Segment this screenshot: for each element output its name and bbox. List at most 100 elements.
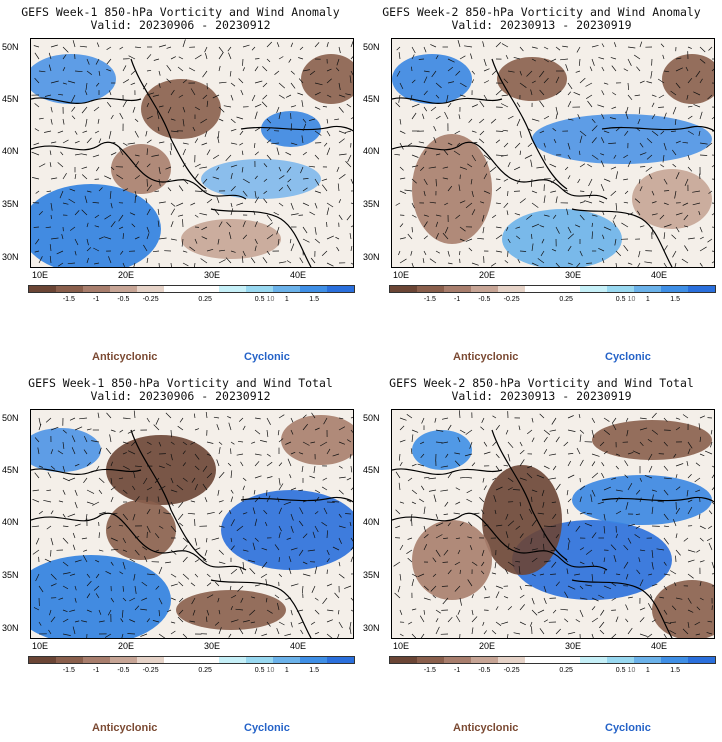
wind-vector-arrow	[94, 225, 100, 228]
wind-vector-arrow	[624, 474, 629, 479]
colorbar-unit-label: 10	[266, 667, 275, 674]
wind-vector-arrow	[567, 118, 574, 121]
wind-vector-arrow	[407, 233, 413, 240]
wind-vector-arrow	[468, 247, 473, 252]
wind-vector-arrow	[471, 70, 476, 75]
wind-vector-arrow	[440, 465, 449, 468]
coastline	[491, 429, 568, 561]
wind-vector-arrow	[495, 621, 502, 626]
wind-vector-arrow	[349, 75, 352, 84]
wind-vector-arrow	[67, 80, 76, 84]
wind-vector-arrow	[206, 248, 214, 252]
wind-vector-arrow	[646, 154, 653, 160]
wind-vector-arrow	[687, 448, 691, 455]
wind-vector-arrow	[105, 447, 112, 455]
wind-vector-arrow	[146, 226, 150, 233]
wind-vector-arrow	[345, 93, 352, 96]
wind-vector-arrow	[326, 558, 330, 563]
wind-vector-arrow	[579, 130, 587, 137]
wind-vector-arrow	[122, 465, 130, 470]
wind-vector-arrow	[132, 470, 136, 479]
wind-vector-arrow	[62, 561, 69, 567]
vorticity-map	[391, 409, 715, 639]
wind-vector-arrow	[552, 609, 557, 614]
wind-vector-arrow	[60, 151, 64, 156]
wind-vector-arrow	[118, 214, 124, 222]
wind-vector-arrow	[711, 116, 714, 120]
wind-vector-arrow	[254, 496, 261, 503]
wind-vector-arrow	[447, 262, 453, 265]
wind-vector-arrow	[444, 202, 449, 206]
wind-vector-arrow	[699, 226, 703, 233]
wind-vector-arrow	[609, 117, 617, 120]
wind-vector-arrow	[539, 225, 545, 228]
wind-vector-arrow	[519, 250, 527, 252]
wind-vector-arrow	[131, 441, 136, 446]
wind-vector-arrow	[513, 632, 521, 635]
wind-vector-arrow	[155, 417, 160, 425]
wind-vector-arrow	[528, 128, 533, 132]
wind-vector-arrow	[591, 453, 600, 457]
wind-vector-arrow	[579, 496, 582, 503]
wind-vector-arrow	[398, 94, 401, 103]
wind-vector-arrow	[276, 42, 280, 48]
wind-vector-arrow	[94, 262, 100, 265]
wind-vector-arrow	[423, 150, 427, 156]
wind-vector-arrow	[398, 482, 401, 491]
wind-vector-arrow	[298, 452, 304, 455]
wind-vector-arrow	[206, 453, 211, 457]
wind-vector-arrow	[459, 166, 468, 170]
wind-vector-arrow	[202, 465, 208, 472]
wind-vector-arrow	[459, 238, 465, 242]
wind-vector-arrow	[564, 558, 569, 563]
wind-vector-arrow	[519, 70, 522, 76]
wind-vector-arrow	[277, 497, 280, 503]
wind-vector-arrow	[32, 489, 40, 492]
wind-vector-arrow	[350, 178, 353, 184]
wind-vector-arrow	[134, 236, 140, 240]
wind-vector-arrow	[699, 597, 704, 601]
wind-vector-arrow	[276, 106, 280, 114]
colorbar-segment	[83, 286, 111, 292]
wind-vector-arrow	[687, 621, 690, 628]
wind-vector-arrow	[469, 545, 473, 551]
wind-vector-arrow	[253, 142, 256, 148]
wind-vector-arrow	[86, 137, 92, 144]
wind-vector-arrow	[242, 477, 247, 481]
wind-vector-arrow	[298, 520, 304, 527]
wind-vector-arrow	[74, 489, 78, 496]
wind-vector-arrow	[84, 90, 88, 96]
wind-vector-arrow	[399, 439, 406, 443]
wind-vector-arrow	[146, 208, 151, 216]
wind-vector-arrow	[170, 202, 176, 207]
wind-vector-arrow	[531, 233, 533, 240]
wind-vector-arrow	[471, 561, 478, 566]
wind-vector-arrow	[555, 90, 562, 96]
wind-vector-arrow	[235, 608, 244, 611]
wind-vector-arrow	[301, 585, 304, 594]
wind-vector-arrow	[611, 633, 617, 638]
wind-vector-arrow	[302, 69, 310, 72]
wind-vector-arrow	[651, 201, 657, 204]
wind-vector-arrow	[672, 106, 677, 115]
wind-vector-arrow	[104, 175, 112, 180]
wind-vector-arrow	[399, 425, 405, 431]
wind-vector-arrow	[591, 606, 596, 611]
panel-week2-anomaly: GEFS Week-2 850-hPa Vorticity and Wind A…	[361, 0, 722, 371]
wind-vector-arrow	[459, 569, 461, 575]
wind-vector-arrow	[350, 202, 353, 205]
wind-vector-arrow	[567, 91, 572, 96]
wind-vector-arrow	[600, 153, 605, 156]
wind-vector-arrow	[194, 518, 196, 527]
wind-vector-arrow	[483, 485, 487, 491]
wind-vector-arrow	[447, 66, 454, 72]
wind-vector-arrow	[62, 477, 70, 482]
wind-vector-arrow	[266, 234, 274, 240]
wind-vector-arrow	[430, 585, 437, 592]
wind-vector-arrow	[696, 606, 701, 611]
wind-vector-arrow	[579, 585, 584, 590]
wind-vector-arrow	[326, 619, 333, 623]
wind-vector-arrow	[603, 226, 612, 231]
wind-vector-arrow	[110, 152, 117, 156]
wind-vector-arrow	[597, 501, 605, 505]
